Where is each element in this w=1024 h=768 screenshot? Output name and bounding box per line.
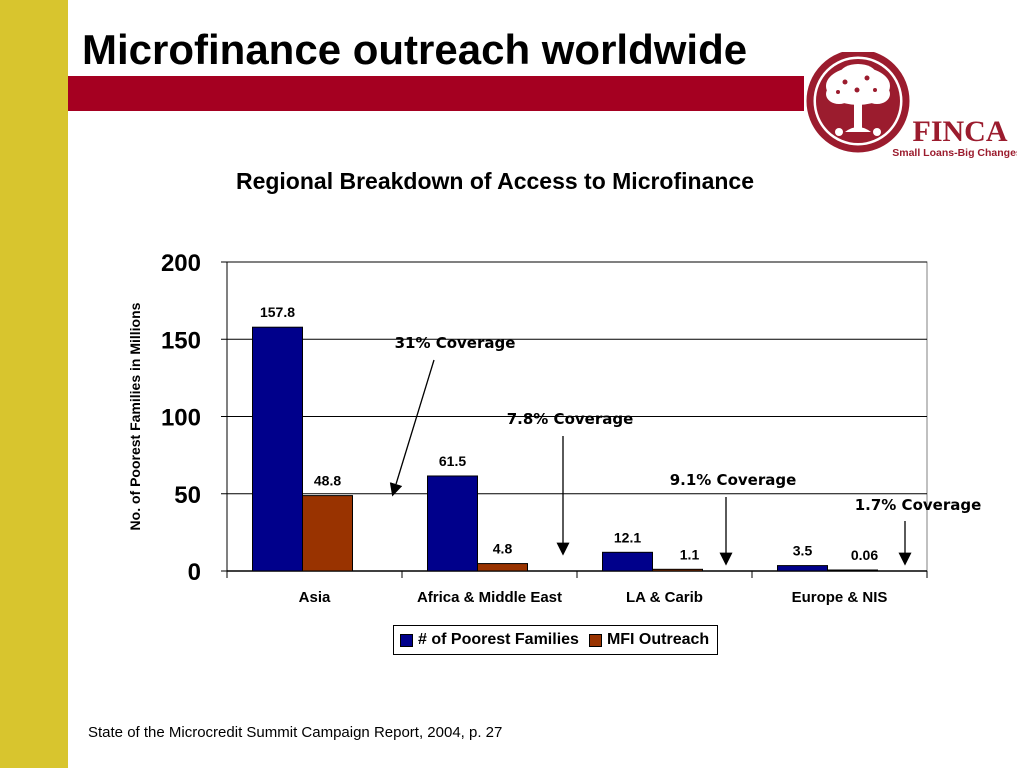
data-label: 61.5 — [439, 453, 466, 469]
chart-title: Regional Breakdown of Access to Microfin… — [0, 168, 990, 195]
bar-poorest — [777, 565, 828, 572]
side-accent-bar — [0, 0, 68, 768]
legend-swatch-outreach — [588, 633, 602, 647]
data-label: 1.1 — [680, 546, 700, 562]
data-label: 4.8 — [493, 541, 513, 557]
bar-outreach — [477, 563, 528, 572]
coverage-annotation: 31% Coverage — [395, 334, 516, 352]
bar-outreach — [652, 568, 703, 572]
data-label: 0.06 — [851, 547, 878, 563]
logo-tagline: Small Loans-Big Changes — [892, 147, 1017, 159]
legend-swatch-poorest — [400, 633, 413, 647]
data-label: 157.8 — [260, 304, 295, 320]
legend-item-poorest: # of Poorest Families — [400, 631, 579, 649]
y-tick-label: 200 — [161, 250, 201, 277]
y-tick-label: 100 — [161, 405, 201, 432]
bar-poorest — [252, 326, 303, 572]
slide-title: Microfinance outreach worldwide — [82, 26, 748, 73]
bar-outreach — [302, 495, 353, 572]
source-citation: State of the Microcredit Summit Campaign… — [88, 724, 503, 741]
data-label: 48.8 — [314, 473, 341, 489]
x-tick-label: LA & Carib — [626, 589, 703, 606]
y-axis-label: No. of Poorest Families in Millions — [127, 302, 143, 530]
y-tick-label: 0 — [188, 559, 201, 586]
legend-item-outreach: MFI Outreach — [588, 631, 710, 649]
legend-label-poorest: # of Poorest Families — [418, 631, 579, 648]
y-tick-label: 150 — [161, 327, 201, 354]
x-tick-label: Asia — [299, 589, 331, 606]
bar-outreach — [827, 569, 878, 572]
coverage-annotation: 7.8% Coverage — [507, 410, 634, 428]
coverage-arrow — [389, 359, 435, 497]
title-underline-bar — [68, 76, 804, 111]
finca-logo: FINCA Small Loans-Big Changes — [805, 49, 1022, 172]
bar-poorest — [427, 475, 478, 572]
x-tick-label: Africa & Middle East — [417, 589, 562, 606]
data-label: 12.1 — [614, 529, 641, 545]
chart-legend: # of Poorest Families MFI Outreach — [393, 625, 719, 655]
chart-title-text: Regional Breakdown of Access to Microfin… — [235, 168, 755, 194]
coverage-annotation: 9.1% Coverage — [670, 471, 797, 489]
bar-poorest — [602, 551, 653, 572]
data-label: 3.5 — [793, 543, 813, 559]
finca-logo-graphic: FINCA Small Loans-Big Changes — [806, 49, 1022, 159]
logo-brand: FINCA — [913, 115, 1008, 148]
coverage-annotation: 1.7% Coverage — [855, 496, 982, 514]
y-tick-label: 50 — [174, 482, 201, 509]
x-tick-label: Europe & NIS — [792, 589, 888, 606]
legend-label-outreach: MFI Outreach — [606, 631, 710, 648]
